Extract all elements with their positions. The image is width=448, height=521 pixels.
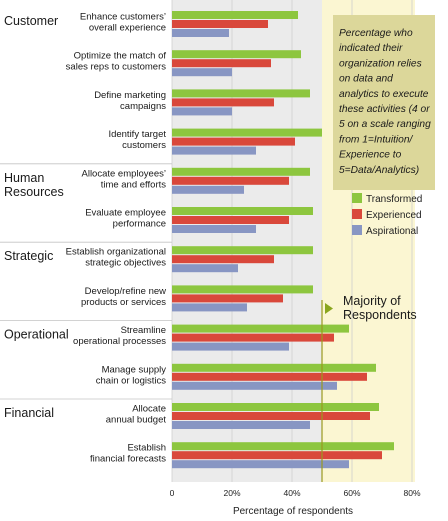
x-tick-label: 60%: [343, 488, 360, 498]
bar-transformed: [172, 167, 310, 176]
bar-aspirational: [172, 146, 256, 155]
bar-aspirational: [172, 68, 232, 77]
bar-experienced: [172, 137, 295, 146]
note-text: Percentage who indicated their organizatio…: [339, 28, 431, 176]
bar-experienced: [172, 451, 382, 460]
bar-transformed: [172, 442, 394, 451]
bar-aspirational: [172, 342, 289, 351]
bar-aspirational: [172, 381, 337, 390]
bar-experienced: [172, 98, 274, 107]
bar-transformed: [172, 285, 313, 294]
majority-text: Majority of Respondents: [343, 294, 417, 322]
bar-aspirational: [172, 225, 256, 233]
bar-experienced: [172, 176, 289, 185]
bar-transformed: [172, 11, 298, 19]
bar-transformed: [172, 207, 313, 215]
category-label: Establish financial forecasts: [90, 443, 166, 465]
category-label: Evaluate employee performance: [85, 208, 166, 230]
bar-transformed: [172, 246, 313, 255]
majority-label: Majority of Respondents: [325, 294, 417, 322]
legend-swatch-transformed: [352, 193, 362, 203]
bar-experienced: [172, 59, 271, 68]
category-label: Optimize the match of sales reps to custo…: [66, 51, 167, 73]
bar-transformed: [172, 363, 376, 372]
bar-aspirational: [172, 107, 232, 116]
bar-experienced: [172, 294, 283, 303]
group-label: Financial: [4, 406, 54, 420]
category-label: Manage supply chain or logistics: [96, 364, 166, 386]
legend: Transformed Experienced Aspirational: [352, 193, 422, 237]
bar-transformed: [172, 324, 349, 333]
category-label: Identify target customers: [108, 129, 166, 151]
group-label: Human Resources: [4, 171, 64, 199]
bar-transformed: [172, 403, 379, 411]
x-tick-label: 40%: [283, 488, 300, 498]
legend-label: Experienced: [366, 210, 422, 221]
bar-aspirational: [172, 421, 310, 429]
category-label: Allocate annual budget: [106, 404, 167, 426]
group-label: Strategic: [4, 249, 53, 263]
legend-label: Aspirational: [366, 226, 418, 237]
group-label: Customer: [4, 14, 58, 28]
annotation-note: Percentage who indicated their organizatio…: [333, 15, 435, 190]
bar-experienced: [172, 333, 334, 342]
bar-transformed: [172, 128, 322, 137]
bar-aspirational: [172, 29, 229, 37]
note-box: [333, 15, 435, 190]
bar-transformed: [172, 89, 310, 98]
x-axis-ticks: 0 20% 40% 60% 80%: [170, 488, 421, 498]
legend-swatch-experienced: [352, 209, 362, 219]
x-tick-label: 80%: [403, 488, 420, 498]
bar-transformed: [172, 50, 301, 59]
category-label: Define marketing campaigns: [94, 90, 166, 112]
category-label: Develop/refine new products or services: [81, 286, 166, 308]
x-axis-label: Percentage of respondents: [233, 506, 353, 517]
category-label: Establish organizational strategic object…: [66, 247, 167, 269]
group-label: Operational: [4, 328, 69, 342]
bar-experienced: [172, 412, 370, 420]
bar-experienced: [172, 372, 367, 381]
bars: [172, 11, 394, 469]
x-tick-label: 0: [170, 488, 175, 498]
group-separators: [0, 163, 172, 400]
bar-experienced: [172, 255, 274, 264]
bar-aspirational: [172, 460, 349, 469]
category-label: Streamline operational processes: [73, 325, 166, 347]
bar-experienced: [172, 20, 268, 28]
category-labels: Enhance customers’ overall experience Opti…: [66, 12, 167, 465]
x-tick-label: 20%: [223, 488, 240, 498]
majority-arrow: [325, 303, 333, 314]
category-label: Enhance customers’ overall experience: [80, 12, 166, 34]
bar-aspirational: [172, 303, 247, 312]
category-label: Allocate employees’ time and efforts: [82, 168, 167, 190]
bar-aspirational: [172, 264, 238, 273]
bar-aspirational: [172, 185, 244, 194]
group-labels: Customer Human Resources Strategic Operation…: [4, 14, 69, 420]
bar-experienced: [172, 216, 289, 224]
legend-label: Transformed: [366, 194, 422, 205]
legend-swatch-aspirational: [352, 225, 362, 235]
